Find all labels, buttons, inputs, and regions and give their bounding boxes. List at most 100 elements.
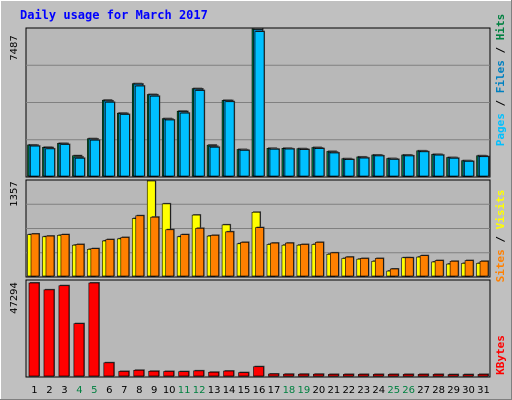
kbytes-bar <box>313 373 324 377</box>
visits-bar <box>315 242 324 277</box>
legend-separator: / <box>494 93 507 113</box>
x-axis-day-label: 15 <box>238 385 251 396</box>
pages-bar <box>209 147 220 177</box>
x-axis-day-label: 17 <box>268 385 281 396</box>
x-axis-day-label: 11 <box>178 385 191 396</box>
pages-bar <box>344 159 355 177</box>
visits-bar <box>165 229 175 277</box>
pages-bar <box>329 152 340 177</box>
x-axis-day-label: 14 <box>223 385 236 396</box>
legend-files: Files <box>494 60 507 93</box>
y-max-label-hits: 7487 <box>9 35 20 60</box>
visits-bar <box>449 260 459 277</box>
kbytes-bar <box>432 374 444 377</box>
pages-bar <box>239 150 250 177</box>
legend-hits: Hits <box>494 14 507 41</box>
kbytes-bar <box>298 373 309 377</box>
legend-kbytes: KBytes <box>494 335 507 375</box>
x-axis-day-label: 9 <box>151 385 157 396</box>
x-axis-day-label: 26 <box>402 385 415 396</box>
legend-separator: / <box>494 229 507 249</box>
kbytes-bar <box>387 374 399 377</box>
pages-bar <box>479 156 489 177</box>
visits-bar <box>434 260 444 277</box>
legend-pages: Pages <box>494 113 507 146</box>
kbytes-bar <box>417 374 429 377</box>
x-axis-day-label: 5 <box>91 385 97 396</box>
visits-bar <box>389 268 399 277</box>
pages-bar <box>194 90 205 177</box>
x-axis-day-label: 23 <box>357 385 370 396</box>
visits-bar <box>240 242 249 277</box>
pages-bar <box>404 155 414 177</box>
visits-bar <box>30 233 40 277</box>
pages-bar <box>30 145 40 177</box>
kbytes-bar <box>268 373 279 377</box>
kbytes-bar <box>73 323 85 377</box>
pages-bar <box>149 95 160 177</box>
x-axis-day-label: 31 <box>477 385 490 396</box>
visits-bar <box>90 248 100 277</box>
visits-bar <box>464 260 474 277</box>
x-axis-day-label: 30 <box>462 385 475 396</box>
x-axis-day-label: 20 <box>313 385 326 396</box>
visits-bar <box>404 257 414 277</box>
x-axis-day-label: 1 <box>31 385 37 396</box>
visits-bar <box>135 215 145 277</box>
kbytes-panel <box>25 279 491 378</box>
visits-bar <box>75 244 85 277</box>
pages-bar <box>419 151 429 177</box>
visits-bar <box>225 231 234 277</box>
visits-bar <box>345 256 354 277</box>
x-axis-day-label: 24 <box>372 385 385 396</box>
visits-bar <box>330 252 339 277</box>
x-axis-day-label: 10 <box>163 385 176 396</box>
visits-bar <box>60 234 70 277</box>
kbytes-bar <box>193 370 204 377</box>
visits-bar <box>374 258 384 277</box>
kbytes-bar <box>357 374 369 377</box>
pages-bar <box>374 155 385 177</box>
chart-title: Daily usage for March 2017 <box>20 8 208 22</box>
x-axis-day-label: 18 <box>283 385 296 396</box>
pages-bar <box>120 114 130 177</box>
x-axis-day-label: 16 <box>253 385 266 396</box>
pages-bar <box>254 31 265 177</box>
kbytes-bar <box>148 370 160 377</box>
visits-bar <box>255 227 264 277</box>
visits-bar <box>195 228 204 277</box>
x-axis-day-label: 28 <box>432 385 445 396</box>
hits-files-pages-panel <box>25 27 491 178</box>
x-axis-day-label: 21 <box>327 385 340 396</box>
legend-sites: Sites <box>494 249 507 282</box>
visits-bar <box>419 255 429 277</box>
pages-bar <box>449 158 459 177</box>
x-axis-day-label: 8 <box>136 385 142 396</box>
pages-bar <box>134 85 145 177</box>
x-axis-day-label: 13 <box>208 385 221 396</box>
x-axis-day-label: 4 <box>76 385 82 396</box>
x-axis-day-label: 7 <box>121 385 127 396</box>
x-axis-day-label: 29 <box>447 385 460 396</box>
kbytes-bar <box>163 371 175 377</box>
pages-bar <box>464 161 474 177</box>
pages-bar <box>60 144 70 177</box>
y-max-label-kbytes: 47294 <box>9 282 20 314</box>
visits-bar <box>210 235 219 277</box>
x-axis-day-label: 27 <box>417 385 430 396</box>
legend-hits-files-pages: Pages / Files / Hits <box>494 14 507 147</box>
pages-bar <box>434 154 444 177</box>
pages-bar <box>299 149 310 177</box>
legend-visits: Visits <box>494 190 507 230</box>
kbytes-bar <box>447 374 459 377</box>
kbytes-bar <box>88 282 100 377</box>
plot-area <box>25 279 491 378</box>
kbytes-bar <box>372 374 384 377</box>
visits-bar <box>300 244 309 277</box>
visits-bar <box>45 235 55 277</box>
pages-bar <box>389 159 400 177</box>
kbytes-bar <box>58 285 70 377</box>
pages-bar <box>269 148 280 177</box>
kbytes-bar <box>238 372 249 377</box>
